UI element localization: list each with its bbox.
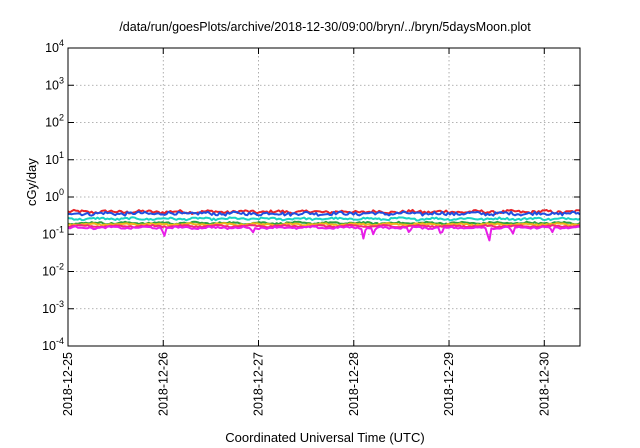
y-tick-label: 101 <box>45 150 64 167</box>
axis-ticks: 10-4 10-3 10-2 10-1 100 101 102 103 104 2018-12-2… <box>42 38 580 416</box>
y-tick-label: 103 <box>45 75 64 92</box>
series-line <box>67 216 581 222</box>
y-tick-label: 102 <box>45 113 64 130</box>
y-tick-label: 100 <box>45 187 64 204</box>
series-lines <box>67 208 581 242</box>
x-tick-label: 2018-12-25 <box>61 352 75 416</box>
y-tick-label: 10-2 <box>42 262 64 279</box>
series-line <box>67 210 581 217</box>
y-axis-label-group: cGy/day <box>24 158 39 206</box>
x-axis-label: Coordinated Universal Time (UTC) <box>225 430 425 445</box>
y-tick-label: 10-4 <box>42 336 64 353</box>
grid <box>68 48 580 346</box>
y-tick-label: 10-1 <box>42 224 64 241</box>
y-tick-label: 104 <box>45 38 64 55</box>
x-tick-label: 2018-12-26 <box>156 352 170 416</box>
x-tick-label: 2018-12-27 <box>252 352 266 416</box>
x-tick-label: 2018-12-30 <box>537 352 551 416</box>
series-line <box>67 225 581 242</box>
y-axis-label: cGy/day <box>24 158 39 206</box>
x-tick-label: 2018-12-28 <box>347 352 361 416</box>
x-tick-label: 2018-12-29 <box>442 352 456 416</box>
y-tick-label: 10-3 <box>42 299 64 316</box>
chart-title: /data/run/goesPlots/archive/2018-12-30/0… <box>119 20 531 34</box>
series-line <box>67 222 581 227</box>
series-line <box>68 223 581 229</box>
